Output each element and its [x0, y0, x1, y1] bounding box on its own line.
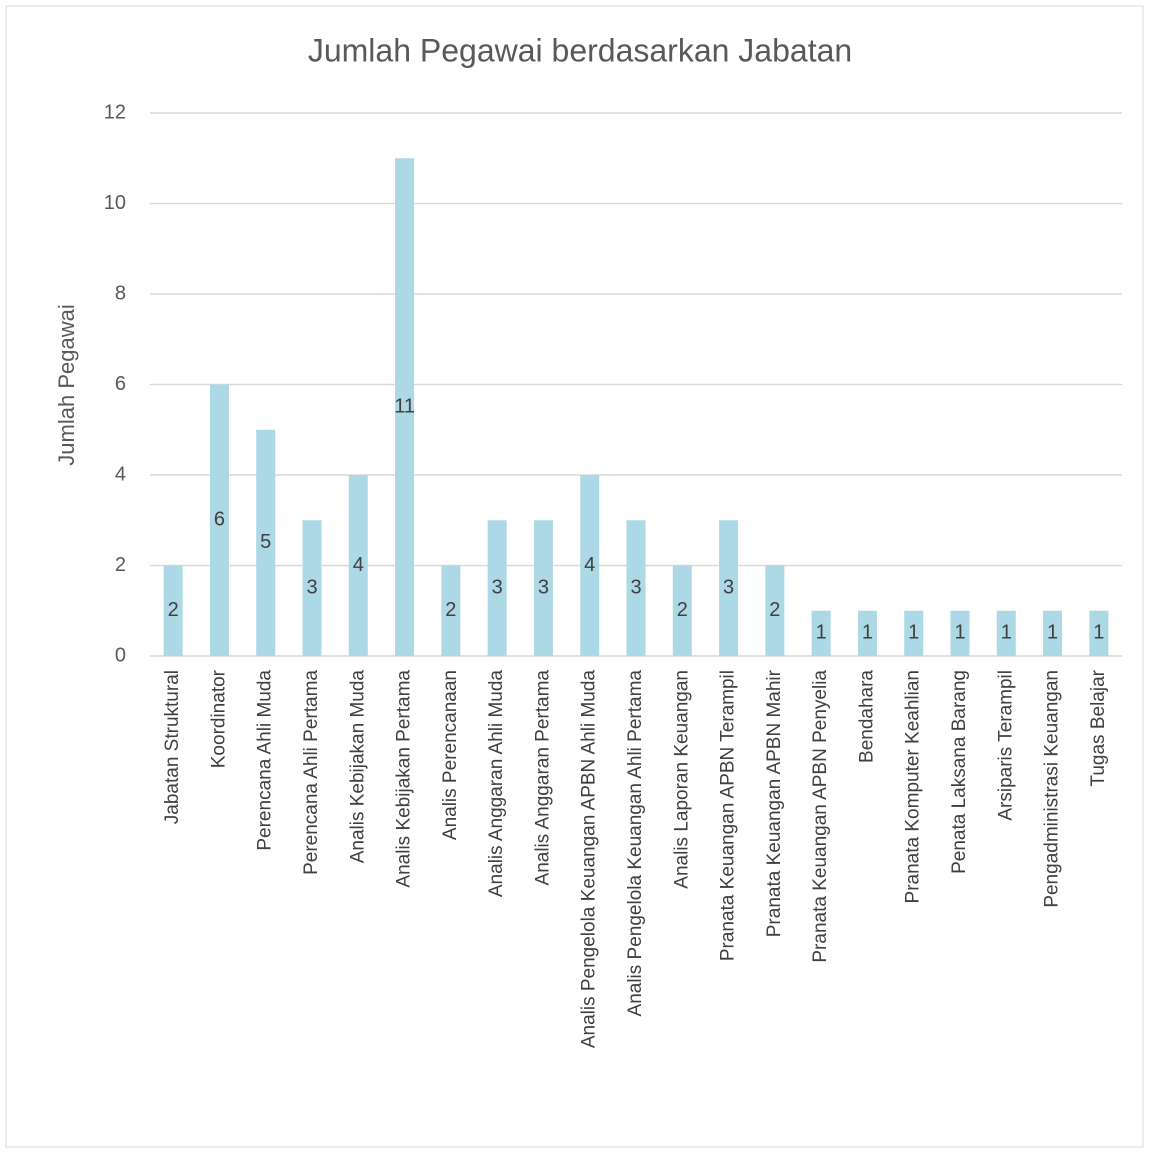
bar	[1043, 610, 1063, 656]
x-tick-label: Perencana Ahli Muda	[255, 670, 276, 851]
x-tick-label: Analis Kebijakan Pertama	[394, 670, 415, 888]
y-tick-label: 6	[115, 373, 126, 395]
x-tick-label: Pranata Keuangan APBN Mahir	[764, 669, 785, 937]
x-tick-label: Analis Anggaran Pertama	[532, 670, 553, 886]
bar	[904, 610, 924, 656]
data-label: 2	[769, 599, 780, 621]
chart-border	[5, 5, 1144, 1148]
x-tick-label: Analis Pengelola Keuangan APBN Ahli Muda	[579, 670, 600, 1049]
bar	[857, 610, 877, 656]
bar	[672, 565, 692, 656]
bar	[996, 610, 1016, 656]
bar	[302, 520, 322, 656]
bar	[209, 384, 229, 656]
data-label: 4	[353, 554, 364, 576]
data-label: 3	[492, 576, 503, 598]
x-tick-label: Jabatan Struktural	[162, 670, 183, 824]
data-label: 1	[908, 622, 919, 644]
data-label: 11	[394, 395, 415, 417]
bar	[765, 565, 785, 656]
data-label: 5	[260, 531, 271, 553]
y-tick-label: 4	[115, 463, 126, 485]
bar	[719, 520, 739, 656]
x-tick-label: Pranata Komputer Keahlian	[903, 670, 924, 903]
bar	[163, 565, 183, 656]
data-label: 1	[816, 622, 827, 644]
y-tick-label: 8	[115, 282, 126, 304]
x-tick-label: Analis Anggaran Ahli Muda	[486, 670, 507, 898]
bar	[348, 475, 368, 656]
bar	[487, 520, 507, 656]
chart-title: Jumlah Pegawai berdasarkan Jabatan	[308, 32, 852, 68]
y-axis-label: Jumlah Pegawai	[54, 304, 79, 465]
data-label: 1	[1047, 622, 1058, 644]
data-label: 2	[677, 599, 688, 621]
x-tick-label: Analis Perencanaan	[440, 670, 461, 840]
x-tick-label: Penata Laksana Barang	[949, 670, 970, 874]
bar	[580, 475, 600, 656]
y-tick-label: 2	[115, 554, 126, 576]
bar	[950, 610, 970, 656]
bar	[256, 429, 276, 656]
data-label: 3	[538, 576, 549, 598]
x-tick-label: Pengadministrasi Keuangan	[1042, 670, 1063, 908]
data-label: 2	[445, 599, 456, 621]
y-tick-label: 10	[104, 192, 126, 214]
y-tick-label: 0	[115, 644, 126, 666]
bar	[626, 520, 646, 656]
data-label: 3	[306, 576, 317, 598]
data-label: 1	[862, 622, 873, 644]
x-tick-label: Pranata Keuangan APBN Penyelia	[810, 670, 831, 963]
bar	[1089, 610, 1109, 656]
x-tick-label: Analis Kebijakan Muda	[347, 670, 368, 864]
bar	[441, 565, 461, 656]
data-label: 1	[1001, 622, 1012, 644]
x-tick-label: Perencana Ahli Pertama	[301, 670, 322, 875]
x-tick-label: Koordinator	[208, 669, 229, 768]
bar	[533, 520, 553, 656]
bar	[395, 158, 415, 656]
x-tick-label: Tugas Belajar	[1088, 669, 1109, 786]
data-label: 3	[630, 576, 641, 598]
x-tick-label: Bendahara	[856, 670, 877, 763]
x-tick-label: Pranata Keuangan APBN Terampil	[718, 670, 739, 961]
bar	[811, 610, 831, 656]
data-label: 1	[1093, 622, 1104, 644]
data-label: 6	[214, 509, 225, 531]
data-label: 1	[954, 622, 965, 644]
y-tick-label: 12	[104, 101, 126, 123]
x-tick-label: Analis Pengelola Keuangan Ahli Pertama	[625, 670, 646, 1017]
x-tick-label: Analis Laporan Keuangan	[671, 670, 692, 889]
data-label: 3	[723, 576, 734, 598]
data-label: 2	[168, 599, 179, 621]
x-tick-label: Arsiparis Terampil	[995, 670, 1016, 821]
data-label: 4	[584, 554, 595, 576]
